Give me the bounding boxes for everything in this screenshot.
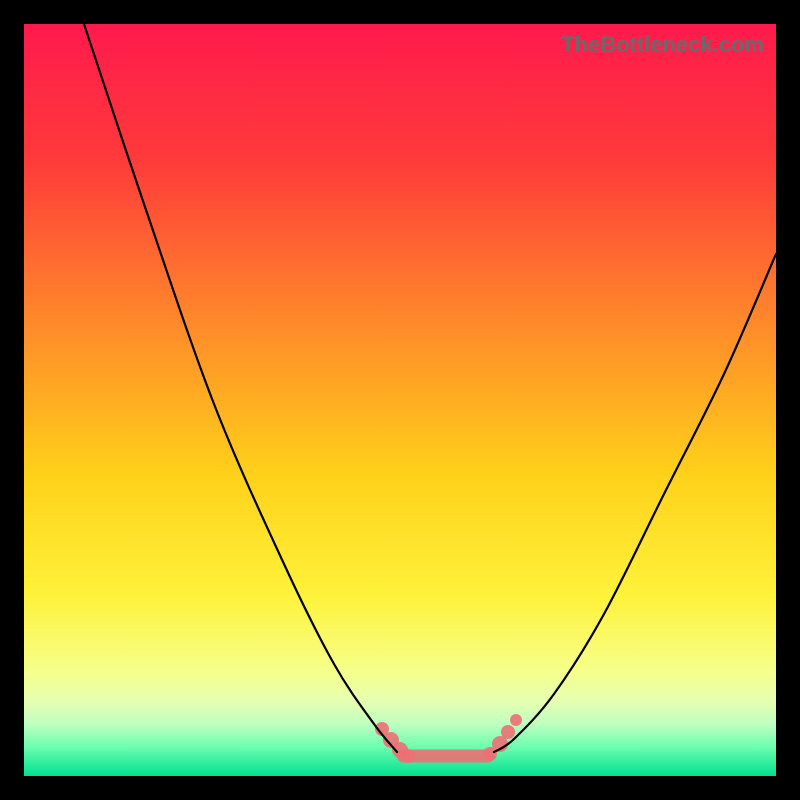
curves-group [84, 24, 776, 752]
curve-layer [24, 24, 776, 776]
marker-dot [501, 725, 515, 739]
plot-area: TheBottleneck.com [24, 24, 776, 776]
curve-left [84, 24, 397, 752]
markers-group [375, 714, 522, 763]
chart-container: TheBottleneck.com [0, 0, 800, 800]
marker-dot [401, 749, 415, 763]
curve-right [494, 254, 776, 752]
watermark-text: TheBottleneck.com [561, 32, 764, 58]
marker-dot [510, 714, 522, 726]
